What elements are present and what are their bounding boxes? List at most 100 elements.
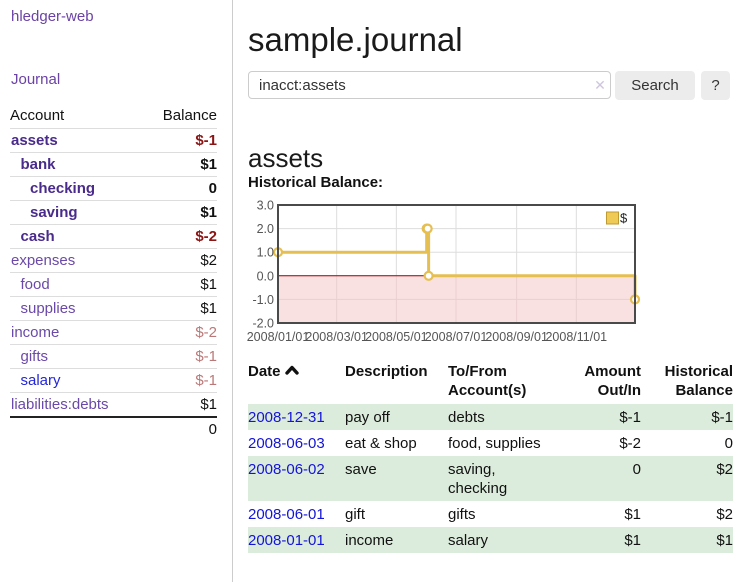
transaction-row: 2008-06-03 eat & shop food, supplies $-2 0 (248, 430, 733, 456)
transaction-row: 2008-01-01 income salary $1 $1 (248, 527, 733, 553)
account-row: food $1 (10, 272, 217, 296)
account-link[interactable]: liabilities:debts (11, 396, 109, 413)
svg-text:0.0: 0.0 (257, 269, 274, 283)
column-header-accounts: To/From Account(s) (448, 363, 527, 399)
account-row: expenses $2 (10, 248, 217, 272)
transaction-date-link[interactable]: 2008-01-01 (248, 532, 325, 549)
transaction-accounts: gifts (448, 506, 476, 523)
account-heading: assets (248, 142, 324, 173)
transaction-accounts: debts (448, 409, 485, 426)
account-balance: $1 (200, 276, 217, 293)
column-header-date[interactable]: Date (248, 360, 345, 404)
transaction-date-link[interactable]: 2008-06-03 (248, 435, 325, 452)
svg-text:2.0: 2.0 (257, 222, 274, 236)
svg-text:2008/07/01: 2008/07/01 (425, 330, 488, 344)
search-button[interactable]: Search (615, 71, 695, 100)
accounts-table-header: Account Balance (10, 104, 217, 128)
transaction-description: income (345, 532, 394, 549)
column-header-balance: Historical Balance (664, 363, 733, 399)
transaction-date-link[interactable]: 2008-06-01 (248, 506, 325, 523)
account-balance: $1 (200, 156, 217, 173)
transaction-amount: $1 (624, 532, 641, 549)
chart-title: Historical Balance: (248, 174, 384, 191)
svg-text:2008/09/01: 2008/09/01 (485, 330, 548, 344)
accounts-header-account: Account (10, 107, 65, 124)
account-link[interactable]: supplies (20, 300, 76, 317)
sidebar-item-journal[interactable]: Journal (11, 71, 61, 88)
transaction-accounts: saving, checking (448, 461, 508, 497)
help-button[interactable]: ? (701, 71, 730, 100)
transaction-row: 2008-12-31 pay off debts $-1 $-1 (248, 404, 733, 430)
account-row: checking 0 (10, 176, 217, 200)
account-row: cash $-2 (10, 224, 217, 248)
account-link[interactable]: food (20, 276, 50, 293)
account-row: bank $1 (10, 152, 217, 176)
svg-text:-2.0: -2.0 (252, 317, 274, 331)
sidebar: hledger-web Journal Account Balance asse… (0, 0, 233, 582)
account-balance: $-2 (195, 324, 217, 341)
account-row: saving $1 (10, 200, 217, 224)
account-row: income $-2 (10, 320, 217, 344)
transaction-amount: $-1 (619, 409, 641, 426)
svg-text:2008/11/01: 2008/11/01 (545, 330, 607, 344)
app-title-link[interactable]: hledger-web (11, 8, 94, 25)
account-link[interactable]: assets (11, 132, 58, 149)
accounts-total-value: 0 (208, 421, 217, 438)
account-balance: 0 (208, 180, 217, 197)
accounts-header-balance: Balance (162, 107, 217, 124)
transaction-balance: $2 (716, 461, 733, 478)
account-row: assets $-1 (10, 128, 217, 152)
transaction-description: eat & shop (345, 435, 417, 452)
transaction-row: 2008-06-01 gift gifts $1 $2 (248, 501, 733, 527)
transaction-accounts: food, supplies (448, 435, 541, 452)
account-row: supplies $1 (10, 296, 217, 320)
transaction-row: 2008-06-02 save saving, checking 0 $2 (248, 456, 733, 501)
account-link[interactable]: gifts (20, 348, 49, 365)
accounts-total-row: 0 (10, 416, 217, 441)
svg-text:$: $ (620, 211, 628, 226)
transaction-amount: 0 (632, 461, 641, 478)
transaction-amount: $1 (624, 506, 641, 523)
transaction-date-link[interactable]: 2008-12-31 (248, 409, 325, 426)
account-balance: $-1 (195, 132, 217, 149)
account-balance: $1 (200, 300, 217, 317)
account-balance: $1 (200, 204, 217, 221)
historical-balance-chart: $3.0 2.0 1.0 0.0 -1.0 -2.02008/01/012008/03/0… (247, 199, 641, 344)
account-row: gifts $-1 (10, 344, 217, 368)
column-header-amount: Amount Out/In (584, 363, 641, 399)
account-link[interactable]: salary (20, 372, 61, 389)
register-table-header: Date Description To/From Account(s) Amou… (248, 360, 733, 404)
register-table: Date Description To/From Account(s) Amou… (248, 360, 733, 553)
transaction-balance: $1 (716, 532, 733, 549)
account-link[interactable]: expenses (11, 252, 76, 269)
column-header-description: Description (345, 363, 428, 380)
account-balance: $1 (200, 396, 217, 413)
transaction-amount: $-2 (619, 435, 641, 452)
transaction-description: gift (345, 506, 366, 523)
search-input[interactable] (248, 71, 611, 99)
transaction-description: pay off (345, 409, 390, 426)
sort-ascending-icon (284, 365, 299, 375)
account-link[interactable]: bank (20, 156, 56, 173)
account-link[interactable]: income (11, 324, 60, 341)
svg-text:2008/05/01: 2008/05/01 (365, 330, 428, 344)
svg-text:1.0: 1.0 (257, 246, 274, 260)
account-balance: $-2 (195, 228, 217, 245)
transaction-accounts: salary (448, 532, 489, 549)
account-row: liabilities:debts $1 (10, 392, 217, 416)
account-link[interactable]: checking (30, 180, 96, 197)
account-row: salary $-1 (10, 368, 217, 392)
account-link[interactable]: saving (30, 204, 78, 221)
page-title: sample.journal (248, 21, 463, 59)
clear-search-icon[interactable]: ✕ (594, 77, 606, 93)
transaction-balance: $2 (716, 506, 733, 523)
account-link[interactable]: cash (20, 228, 55, 245)
account-balance: $-1 (195, 372, 217, 389)
svg-text:2008/01/01: 2008/01/01 (247, 330, 310, 344)
transaction-balance: 0 (724, 435, 733, 452)
account-balance: $2 (200, 252, 217, 269)
transaction-balance: $-1 (711, 409, 733, 426)
svg-text:-1.0: -1.0 (252, 293, 274, 307)
search-form: ✕ Search ? (248, 71, 735, 100)
transaction-date-link[interactable]: 2008-06-02 (248, 461, 325, 478)
